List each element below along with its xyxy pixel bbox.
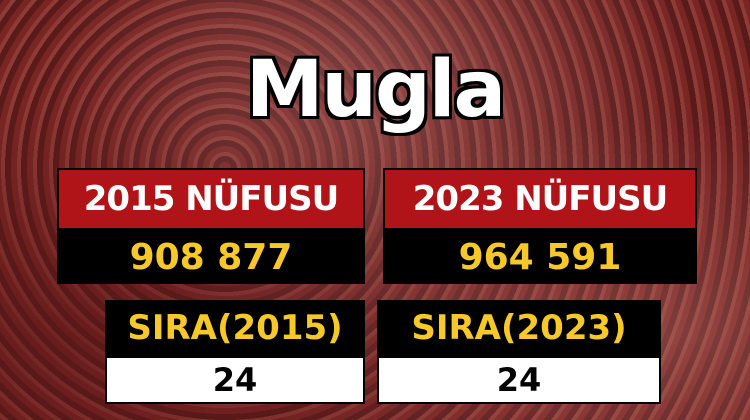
population-2023-value: 964 591 [383,230,697,284]
page-title: Mugla [244,44,507,137]
rank-2015-value: 24 [105,356,365,404]
rank-2015-label: SIRA(2015) [105,300,365,356]
population-2015-label: 2015 NÜFUSU [57,168,365,230]
population-2023-label: 2023 NÜFUSU [383,168,697,230]
rank-2023-value: 24 [377,356,661,404]
population-2015-value: 908 877 [57,230,365,284]
rank-2023-label: SIRA(2023) [377,300,661,356]
